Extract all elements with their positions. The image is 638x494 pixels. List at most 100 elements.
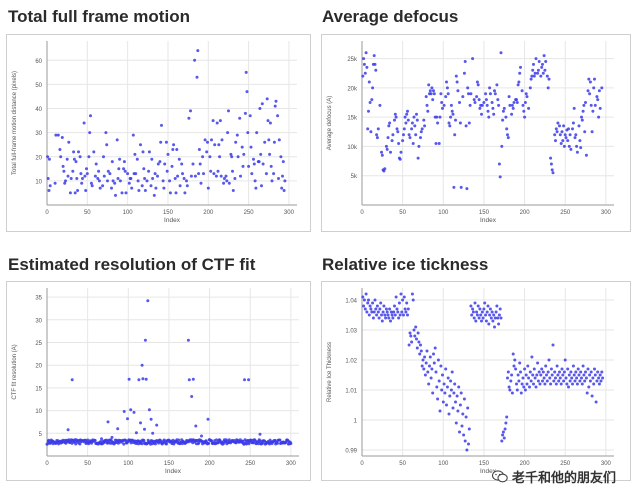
- y-tick-label: 20: [35, 364, 42, 370]
- data-point: [270, 179, 274, 183]
- data-point: [233, 177, 237, 180]
- data-point: [426, 370, 430, 374]
- data-point: [242, 152, 246, 156]
- data-point: [487, 115, 491, 119]
- data-point: [70, 378, 74, 382]
- data-point: [584, 370, 587, 374]
- data-point: [281, 160, 285, 164]
- data-point: [597, 89, 601, 93]
- data-point: [177, 157, 181, 161]
- data-point: [402, 127, 406, 131]
- data-point: [580, 118, 584, 122]
- data-point: [434, 370, 438, 374]
- data-point: [454, 118, 457, 122]
- x-tick-label: 50: [84, 461, 91, 467]
- data-point: [129, 408, 133, 412]
- data-point: [134, 431, 138, 435]
- data-point: [367, 80, 371, 84]
- x-tick-label: 300: [284, 210, 295, 216]
- data-point: [573, 379, 577, 383]
- data-point: [163, 162, 167, 166]
- data-point: [520, 382, 524, 386]
- data-point: [480, 112, 483, 116]
- y-tick-label: 15k: [347, 116, 358, 122]
- data-point: [584, 101, 587, 104]
- data-point: [193, 174, 197, 178]
- data-point: [384, 316, 388, 320]
- data-point: [206, 186, 210, 190]
- data-point: [110, 160, 114, 164]
- data-point: [449, 379, 453, 383]
- data-point: [600, 86, 604, 90]
- data-point: [132, 410, 136, 414]
- data-point: [89, 114, 92, 118]
- data-point: [47, 189, 51, 192]
- data-point: [380, 319, 384, 323]
- data-point: [64, 179, 67, 183]
- data-point: [412, 328, 416, 332]
- data-point: [224, 174, 228, 178]
- data-point: [478, 307, 482, 311]
- data-point: [510, 391, 514, 395]
- data-point: [395, 127, 399, 131]
- data-point: [122, 442, 126, 446]
- y-axis-title: Total full-frame motion distance (pixels…: [12, 71, 18, 175]
- data-point: [111, 179, 115, 183]
- data-point: [497, 322, 501, 326]
- data-point: [218, 155, 222, 159]
- data-point: [209, 169, 213, 173]
- data-point: [202, 172, 205, 176]
- data-point: [429, 376, 433, 380]
- data-point: [214, 174, 218, 178]
- data-point: [390, 139, 394, 143]
- data-point: [459, 185, 463, 189]
- data-point: [543, 68, 547, 72]
- data-point: [370, 310, 374, 314]
- data-point: [597, 382, 601, 386]
- data-point: [546, 86, 550, 90]
- data-point: [372, 54, 376, 58]
- data-point: [89, 181, 93, 185]
- data-point: [473, 101, 477, 104]
- data-point: [102, 155, 105, 159]
- data-point: [494, 310, 498, 314]
- data-point: [279, 155, 283, 159]
- data-point: [505, 415, 509, 419]
- data-point: [419, 130, 423, 134]
- data-point: [164, 140, 168, 144]
- data-point: [370, 98, 374, 102]
- data-point: [272, 140, 276, 144]
- chart-defocus: 5k 10k 15k 20k 25k 0 50 100 150 200 250 300 Index Ave…: [327, 41, 614, 224]
- data-point: [486, 304, 490, 308]
- data-point: [365, 65, 369, 69]
- data-point: [159, 140, 163, 144]
- data-point: [197, 441, 201, 445]
- data-point: [178, 184, 182, 188]
- data-point: [458, 121, 462, 125]
- data-point: [567, 373, 571, 377]
- data-point: [545, 373, 548, 377]
- data-point: [140, 442, 144, 446]
- data-point: [504, 115, 508, 119]
- data-point: [131, 133, 135, 137]
- data-point: [397, 316, 401, 320]
- data-point: [560, 367, 564, 371]
- data-point: [561, 373, 565, 377]
- y-tick-label: 1.02: [345, 359, 357, 365]
- data-point: [392, 310, 396, 314]
- data-point: [579, 146, 583, 150]
- data-point: [142, 167, 146, 171]
- data-point: [399, 150, 403, 154]
- data-point: [97, 169, 101, 173]
- data-point: [253, 179, 257, 183]
- data-point: [250, 172, 254, 176]
- data-point: [373, 62, 377, 66]
- y-tick-label: 40: [35, 107, 42, 113]
- data-point: [417, 340, 421, 344]
- data-point: [423, 373, 427, 377]
- data-point: [601, 376, 605, 380]
- data-point: [126, 172, 130, 176]
- data-point: [197, 172, 201, 176]
- data-point: [261, 441, 265, 445]
- data-point: [521, 103, 525, 107]
